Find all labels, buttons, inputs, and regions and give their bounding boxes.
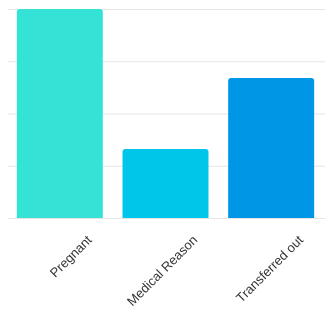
x-tick-label: Medical Reason (124, 232, 201, 309)
bar-medical-reason[interactable] (122, 149, 209, 218)
x-tick-label: Transferred out (233, 232, 306, 305)
bar-pregnant[interactable] (16, 9, 103, 218)
x-tick-label: Pregnant (47, 232, 95, 280)
bars (16, 9, 315, 218)
x-tick-labels: Pregnant Medical Reason Transferred out (47, 232, 307, 309)
bar-transferred-out[interactable] (228, 77, 315, 218)
